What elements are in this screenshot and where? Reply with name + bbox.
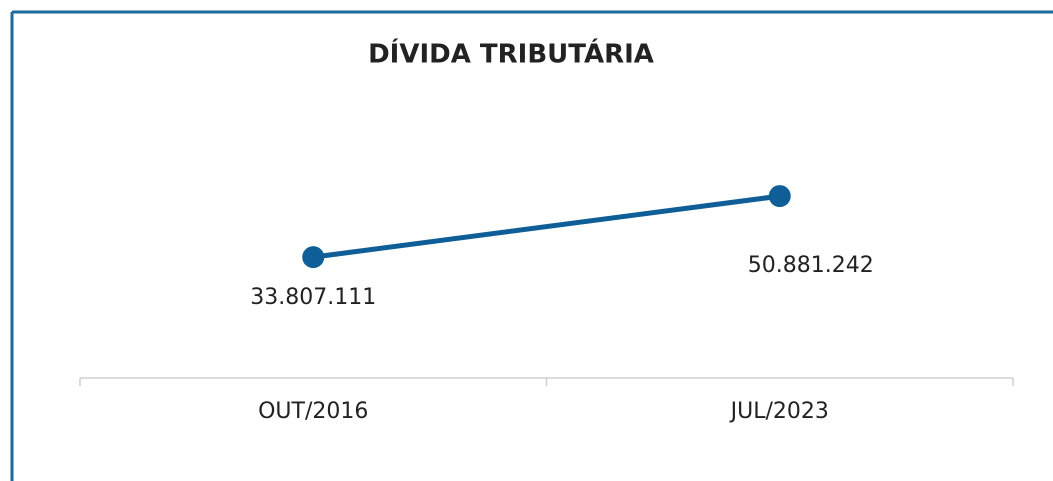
- point: [302, 246, 325, 269]
- line: [312, 193, 781, 260]
- x-tick-label: JUL/2023: [729, 399, 829, 424]
- data-label: 50.881.242: [748, 253, 874, 278]
- chart-title: DÍVIDA TRIBUTÁRIA: [368, 38, 654, 70]
- x-tick-label: OUT/2016: [258, 399, 368, 424]
- data-label: 33.807.111: [250, 285, 376, 310]
- point: [768, 185, 791, 208]
